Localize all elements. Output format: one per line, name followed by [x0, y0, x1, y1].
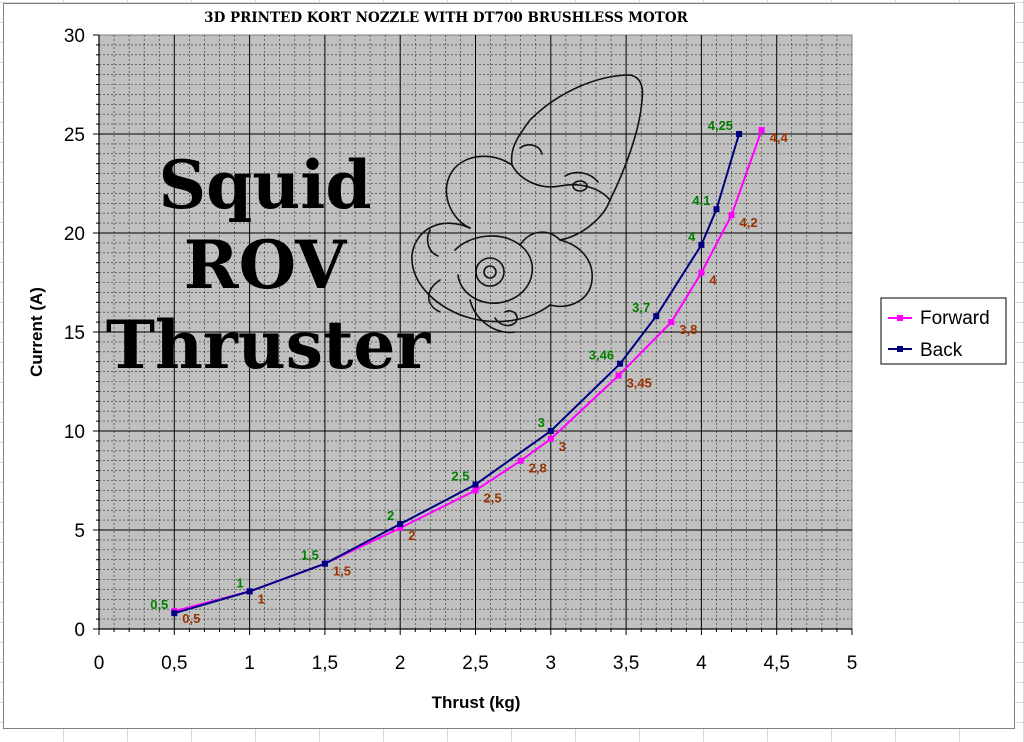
legend-item-back: Back — [888, 340, 963, 361]
data-label-forward: 1 — [258, 591, 265, 606]
data-label-back: 1 — [236, 575, 243, 590]
data-point-forward — [758, 127, 765, 134]
x-tick-label: 3,5 — [613, 653, 639, 674]
overlay-line-squid: Squid — [158, 146, 371, 224]
data-point-back — [321, 560, 328, 567]
data-point-forward — [397, 525, 404, 532]
legend-forward-label: Forward — [920, 308, 990, 329]
data-point-forward — [728, 212, 735, 219]
x-tick-label: 1 — [244, 653, 255, 674]
data-label-back: 4,25 — [708, 118, 733, 133]
data-label-forward: 2 — [408, 528, 415, 543]
data-point-back — [246, 588, 253, 595]
data-point-forward — [698, 269, 705, 276]
data-point-back — [617, 360, 624, 367]
legend-box — [880, 297, 1007, 365]
data-point-back — [698, 241, 705, 248]
legend-back-label: Back — [920, 340, 963, 361]
x-tick-label: 0 — [94, 653, 105, 674]
x-tick-label: 3 — [546, 653, 557, 674]
y-tick-label: 5 — [74, 521, 85, 542]
x-tick-label: 2,5 — [462, 653, 488, 674]
data-label-forward: 3 — [559, 439, 566, 454]
y-tick-label: 25 — [64, 125, 85, 146]
data-point-back — [547, 428, 554, 434]
data-label-forward: 2,8 — [529, 461, 547, 476]
data-label-forward: 0,5 — [182, 611, 200, 626]
x-tick-label: 2 — [395, 653, 406, 674]
overlay-line-rov: ROV — [184, 226, 348, 304]
x-tick-label: 1,5 — [312, 653, 338, 674]
data-label-forward: 3,45 — [627, 376, 652, 391]
data-label-back: 4,1 — [692, 193, 710, 208]
legend-forward-marker — [897, 315, 903, 321]
overlay-title: Squid ROV Thruster — [106, 146, 431, 384]
data-label-forward: 1,5 — [333, 564, 351, 579]
legend-back-marker — [897, 346, 903, 352]
gridlines — [99, 35, 852, 629]
data-label-back: 3,7 — [632, 300, 650, 315]
x-axis-label: Thrust (kg) — [432, 693, 521, 712]
data-label-forward: 2,5 — [484, 490, 502, 505]
y-tick-label: 0 — [74, 620, 85, 641]
data-point-forward — [668, 319, 675, 326]
y-tick-label: 20 — [64, 224, 85, 245]
axes: 0 0,5 1 1,5 2 2,5 3 3,5 4 4,5 5 0 5 10 15 20 25 30 — [64, 26, 857, 674]
data-point-back — [397, 521, 404, 528]
data-point-forward — [472, 487, 479, 494]
data-label-forward: 4 — [709, 273, 717, 288]
x-tick-label: 4,5 — [763, 653, 789, 674]
data-label-back: 2,5 — [451, 468, 469, 483]
data-label-forward: 3,8 — [679, 322, 697, 337]
data-label-forward: 4,4 — [770, 130, 789, 145]
data-label-forward: 4,2 — [740, 215, 758, 230]
data-point-forward — [547, 435, 554, 442]
data-point-back — [653, 313, 660, 320]
data-point-forward — [517, 457, 524, 464]
data-label-back: 4 — [688, 229, 696, 244]
x-tick-label: 4 — [696, 653, 707, 674]
data-point-back — [736, 131, 743, 137]
data-point-back — [472, 481, 479, 488]
y-axis-label: Current (A) — [27, 287, 46, 377]
data-label-back: 1,5 — [301, 548, 319, 563]
series-layer: 0,5 1 1,5 2 2,5 2,8 3 3,45 3,8 4 4,2 4,4 0,5 1 1,5 2 2,5… — [150, 118, 788, 626]
squid-logo — [411, 74, 644, 334]
data-point-back — [713, 206, 720, 213]
y-tick-label: 30 — [64, 26, 85, 47]
data-point-forward — [615, 372, 622, 379]
x-tick-label: 5 — [847, 653, 858, 674]
x-tick-label: 0,5 — [161, 653, 187, 674]
legend: Forward Back — [880, 297, 1007, 365]
legend-item-forward: Forward — [888, 308, 990, 329]
data-point-back — [171, 610, 178, 617]
data-label-back: 0,5 — [150, 597, 168, 612]
data-label-back: 2 — [387, 508, 394, 523]
overlay-line-thruster: Thruster — [106, 306, 431, 384]
y-tick-label: 10 — [64, 422, 85, 443]
data-label-back: 3,46 — [589, 348, 614, 363]
data-label-back: 3 — [538, 415, 545, 430]
chart-title: 3D PRINTED KORT NOZZLE WITH DT700 BRUSHL… — [204, 10, 688, 26]
y-tick-label: 15 — [64, 323, 85, 344]
